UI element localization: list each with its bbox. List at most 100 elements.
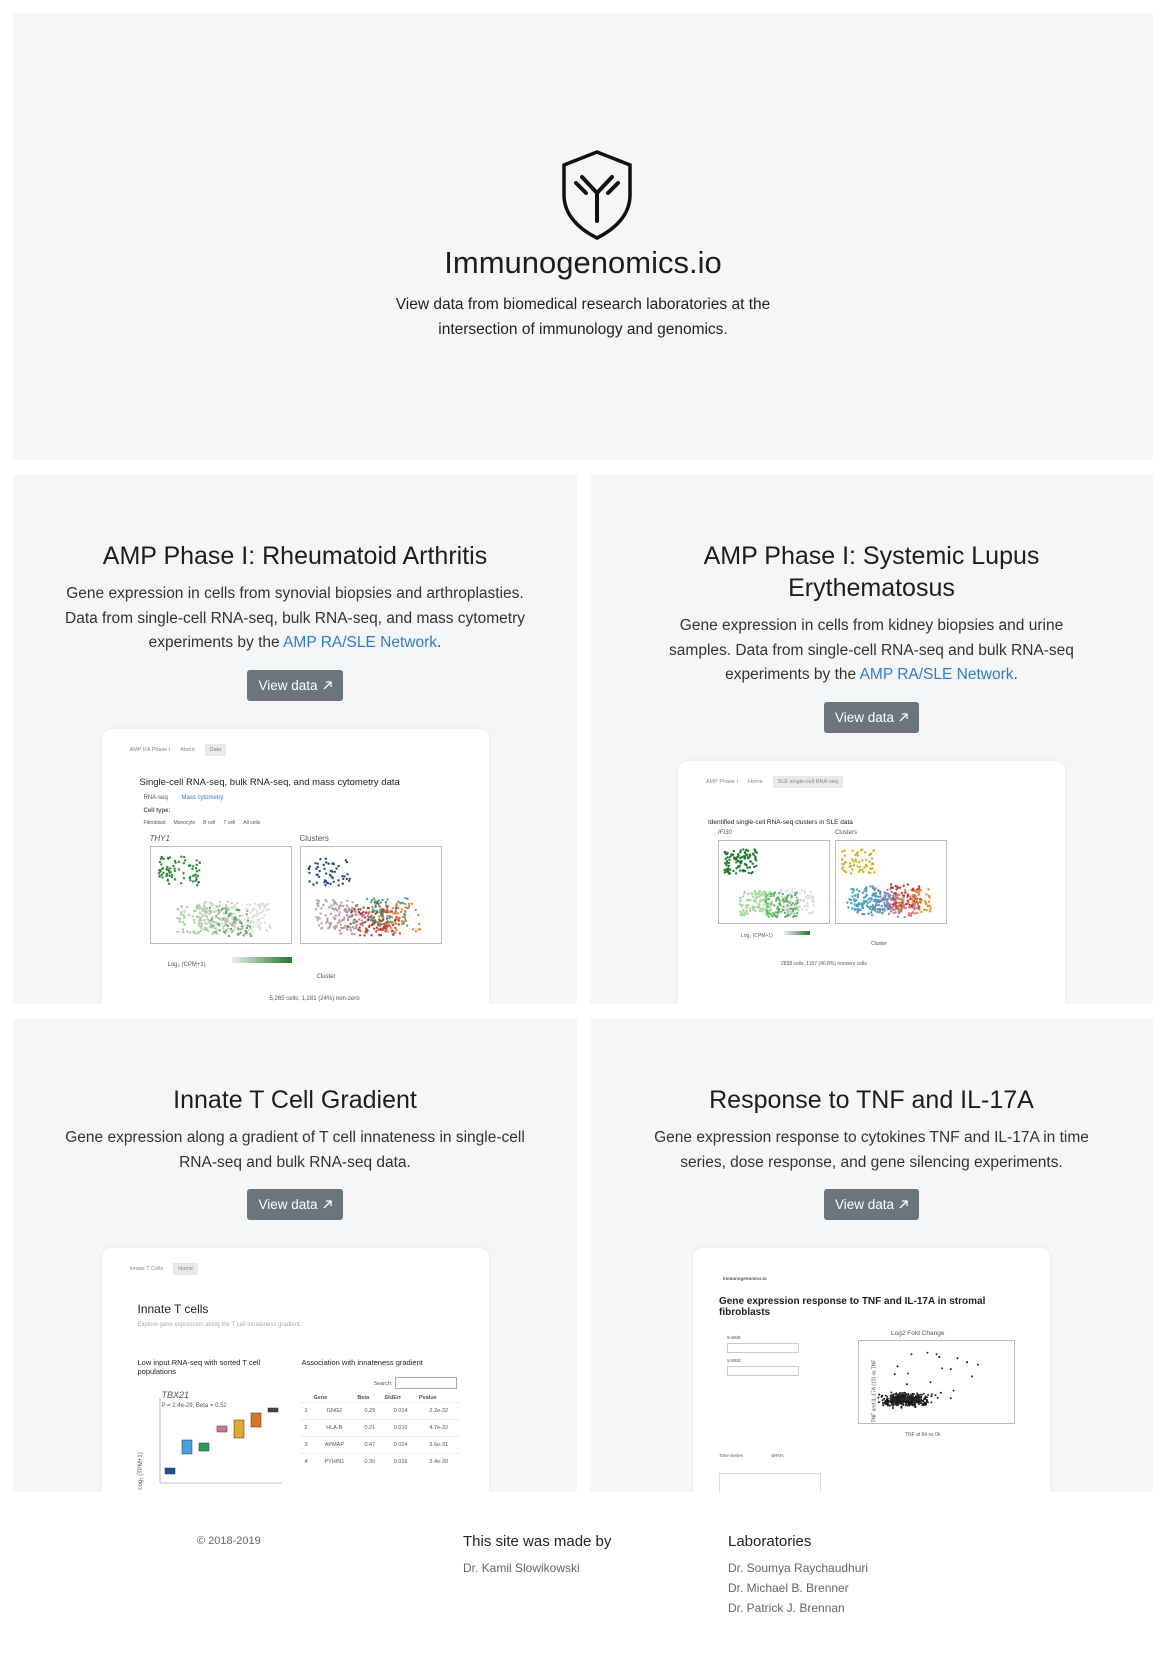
decor-dot — [230, 901, 233, 904]
decor-dot — [394, 909, 397, 912]
table-cell: 2 — [304, 1425, 308, 1431]
decor-dot — [386, 914, 389, 917]
hero: Immunogenomics.io View data from biomedi… — [13, 13, 1153, 460]
view-data-button[interactable]: View data — [823, 701, 920, 733]
decor-dot — [802, 899, 805, 902]
decor-dot — [795, 891, 798, 894]
decor-dot — [258, 906, 261, 909]
decor-dot — [793, 907, 796, 910]
decor-dot — [870, 896, 873, 900]
decor-dot — [894, 910, 897, 914]
decor-dot — [745, 909, 748, 912]
decor-dot — [202, 904, 205, 907]
decor-dot — [196, 915, 199, 918]
decor-dot — [870, 908, 874, 911]
decor-dot — [949, 1368, 952, 1371]
decor-dot — [750, 891, 753, 894]
decor-dot — [764, 891, 768, 894]
decor-dot — [349, 915, 352, 918]
decor-dot — [761, 892, 764, 895]
decor-dot — [860, 902, 863, 905]
decor-dot — [910, 904, 914, 907]
decor-dot — [738, 897, 742, 900]
decor-dot — [223, 921, 226, 924]
decor-dot — [873, 899, 876, 902]
decor-dot — [791, 888, 794, 891]
decor-dot — [867, 870, 871, 874]
decor-dot — [913, 1401, 916, 1404]
external-icon — [899, 712, 908, 721]
decor-dot — [919, 888, 922, 891]
decor-dot — [906, 882, 909, 886]
decor-dot — [912, 899, 916, 902]
decor-dot — [864, 858, 868, 861]
decor-dot — [732, 869, 735, 872]
label: Cell type: — [143, 807, 171, 814]
select[interactable] — [727, 1366, 799, 1376]
decor-dot — [907, 1372, 910, 1375]
decor-dot — [334, 866, 338, 870]
decor-dot — [739, 848, 742, 852]
decor-dot — [904, 1394, 907, 1397]
select[interactable] — [727, 1343, 799, 1353]
lab: Dr. Michael B. Brenner — [728, 1581, 849, 1595]
decor-dot — [317, 923, 320, 927]
decor-dot — [889, 909, 893, 913]
decor-dot — [357, 926, 361, 929]
decor-dot — [216, 922, 220, 925]
decor-dot — [930, 1401, 933, 1404]
decor-dot — [239, 929, 242, 932]
view-data-button[interactable]: View data — [823, 1189, 920, 1220]
decor-dot — [256, 925, 259, 928]
decor-dot — [182, 916, 185, 919]
decor-dot — [347, 879, 350, 882]
link[interactable]: AMP RA/SLE Network — [859, 666, 1014, 683]
decor-dot — [751, 904, 754, 907]
decor-dot — [245, 912, 248, 915]
footer-heading: This site was made by — [463, 1533, 612, 1550]
th: Beta — [357, 1395, 370, 1401]
legend-label: Cluster — [316, 973, 336, 980]
decor-dot — [773, 912, 776, 915]
decor-dot — [382, 908, 385, 911]
decor-dot — [379, 927, 382, 930]
table-row: 2 HLA-B 0.21 0.010 4.7e-32 — [299, 1419, 460, 1437]
external-icon — [323, 680, 332, 689]
decor-dot — [234, 905, 237, 908]
decor-dot — [891, 902, 894, 906]
decor-dot — [747, 892, 750, 895]
link[interactable]: AMP RA/SLE Network — [283, 634, 437, 651]
decor-dot — [205, 927, 208, 931]
decor-dot — [238, 931, 242, 934]
decor-dot — [739, 899, 742, 902]
decor-dot — [878, 1393, 881, 1396]
decor-dot — [916, 911, 919, 914]
panel-title: Association with innateness gradient — [301, 1358, 423, 1367]
view-data-button[interactable]: View data — [247, 1189, 343, 1220]
decor-dot — [875, 900, 878, 903]
decor-dot — [794, 893, 797, 896]
decor-dot — [212, 930, 215, 933]
section-label: siRNA — [771, 1453, 784, 1458]
decor-dot — [863, 912, 866, 915]
decor-dot — [754, 909, 757, 912]
decor-dot — [767, 911, 770, 915]
decor-dot — [918, 907, 921, 911]
decor-dot — [246, 916, 250, 919]
decor-dot — [871, 905, 874, 908]
decor-dot — [194, 858, 198, 862]
decor-dot — [902, 884, 905, 887]
decor-dot — [919, 897, 922, 900]
view-data-button[interactable]: View data — [247, 669, 343, 701]
decor-dot — [179, 881, 182, 884]
decor-dot — [371, 908, 374, 911]
decor-dot — [229, 906, 233, 909]
control-label: x-axis: — [727, 1335, 742, 1341]
decor-dot — [263, 906, 266, 909]
button-label: View data — [258, 677, 318, 693]
decor-dot — [251, 914, 254, 917]
decor-dot — [387, 916, 391, 919]
decor-dot — [260, 910, 263, 913]
search-input[interactable] — [394, 1377, 457, 1389]
